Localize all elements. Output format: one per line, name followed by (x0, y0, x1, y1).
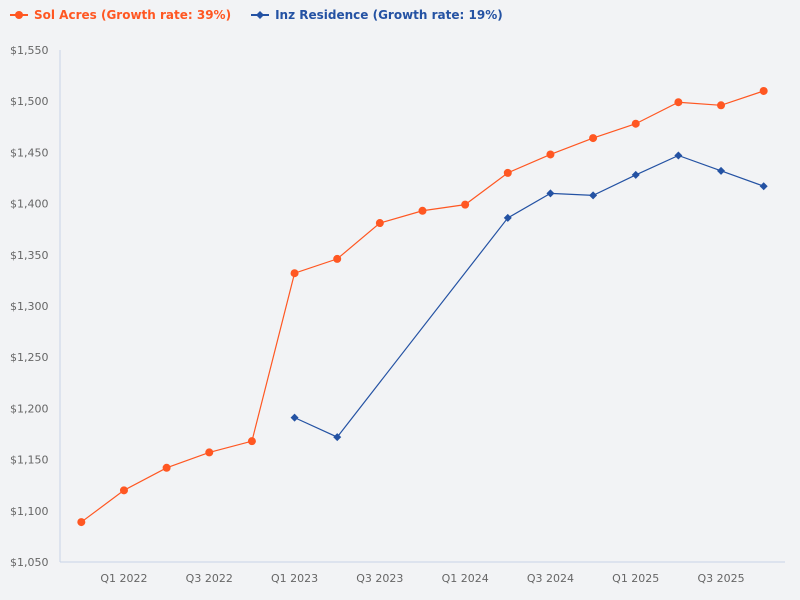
y-tick-label: $1,350 (10, 249, 49, 262)
x-tick-label: Q3 2023 (356, 572, 403, 585)
y-tick-label: $1,500 (10, 95, 49, 108)
x-tick-label: Q1 2025 (612, 572, 659, 585)
y-tick-label: $1,400 (10, 198, 49, 211)
data-point (717, 166, 726, 175)
data-point (589, 191, 598, 200)
data-point (418, 206, 427, 215)
x-tick-label: Q3 2025 (697, 572, 744, 585)
legend-label: Inz Residence (Growth rate: 19%) (275, 8, 503, 22)
y-tick-label: $1,100 (10, 505, 49, 518)
data-point (375, 219, 384, 228)
data-point (631, 119, 640, 128)
y-tick-label: $1,450 (10, 146, 49, 159)
diamond-marker-icon (251, 11, 270, 19)
data-point (717, 101, 726, 110)
data-point (247, 437, 256, 446)
y-tick-label: $1,200 (10, 402, 49, 415)
data-point (759, 182, 768, 191)
x-tick-label: Q1 2023 (271, 572, 318, 585)
data-point (205, 448, 214, 457)
data-point (290, 413, 299, 422)
data-point (461, 200, 470, 209)
series-line-1 (294, 154, 764, 438)
x-tick-label: Q3 2022 (186, 572, 233, 585)
data-point (119, 486, 128, 495)
data-point (546, 150, 555, 159)
y-tick-label: $1,150 (10, 454, 49, 467)
circle-marker-icon (10, 11, 28, 19)
legend-item-inz-residence[interactable]: Inz Residence (Growth rate: 19%) (251, 8, 503, 22)
data-point (631, 170, 640, 179)
data-point (674, 151, 683, 160)
y-tick-label: $1,550 (10, 44, 49, 57)
legend-label: Sol Acres (Growth rate: 39%) (34, 8, 232, 22)
data-point (503, 213, 512, 222)
x-tick-label: Q3 2024 (527, 572, 574, 585)
x-tick-label: Q1 2024 (442, 572, 489, 585)
data-point (546, 189, 555, 198)
data-point (333, 254, 342, 263)
data-point (77, 518, 86, 527)
data-point (290, 269, 299, 278)
data-point (674, 98, 683, 107)
y-tick-label: $1,250 (10, 351, 49, 364)
legend-item-sol-acres[interactable]: Sol Acres (Growth rate: 39%) (10, 8, 231, 22)
legend: Sol Acres (Growth rate: 39%) Inz Residen… (10, 8, 503, 22)
y-tick-label: $1,300 (10, 300, 49, 313)
data-point (589, 134, 598, 143)
data-point (503, 168, 512, 177)
series-line-0 (80, 90, 764, 523)
data-point (759, 86, 768, 95)
y-tick-label: $1,050 (10, 556, 49, 569)
data-point (162, 463, 171, 472)
x-tick-label: Q1 2022 (100, 572, 147, 585)
data-point (333, 433, 342, 442)
